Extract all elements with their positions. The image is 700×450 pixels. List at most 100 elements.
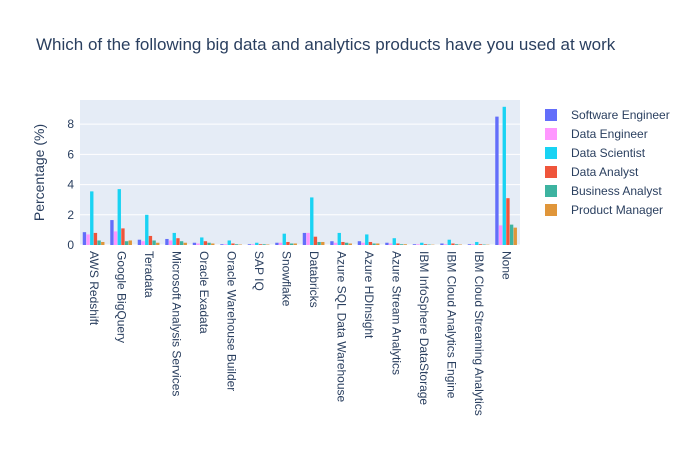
bar [258, 244, 263, 245]
x-tick-label: Teradata [142, 251, 156, 298]
legend-label: Product Manager [571, 203, 663, 217]
bar [502, 106, 506, 245]
bar [282, 233, 286, 245]
bar [365, 234, 369, 245]
x-tick-label: Microsoft Analysis Services [169, 251, 183, 396]
bar [220, 244, 224, 245]
legend-label: Data Scientist [571, 146, 646, 160]
bar [412, 244, 417, 245]
x-tick-label: Databricks [307, 251, 321, 308]
bar [478, 244, 483, 245]
bar [361, 242, 365, 245]
bar [509, 224, 514, 245]
x-tick-label: Snowflake [279, 251, 293, 307]
bar [337, 232, 341, 245]
y-tick-label: 0 [67, 238, 74, 252]
bar [165, 238, 169, 245]
legend-swatch [545, 128, 557, 140]
bar [447, 239, 451, 245]
bar [148, 235, 153, 245]
chart-title: Which of the following big data and anal… [36, 35, 616, 54]
legend-swatch [545, 204, 557, 216]
y-axis-title: Percentage (%) [31, 124, 47, 221]
legend-item[interactable]: Data Analyst [545, 165, 639, 179]
bar [145, 214, 149, 245]
bar [392, 238, 396, 245]
bar [396, 243, 400, 245]
bar [440, 243, 444, 245]
bar [234, 244, 239, 245]
bar [128, 240, 132, 245]
bar [176, 238, 180, 245]
bar [278, 242, 283, 245]
x-tick-label: Google BigQuery [114, 251, 128, 343]
legend-label: Software Engineer [571, 108, 670, 122]
bar [227, 240, 231, 245]
bar [471, 244, 475, 245]
y-tick-label: 4 [67, 178, 74, 192]
bar [498, 225, 503, 245]
bar [289, 243, 294, 245]
x-tick-label: Azure Stream Analytics [389, 251, 403, 375]
bar [251, 244, 255, 245]
bar [152, 240, 156, 245]
x-axis-ticks: AWS Redshift Google BigQuery Teradata Micro… [87, 251, 514, 416]
bar [207, 242, 211, 245]
bar [403, 244, 407, 245]
y-tick-label: 2 [67, 208, 74, 222]
bar [82, 232, 87, 245]
x-tick-label: Azure HDInsight [362, 251, 376, 339]
bar [124, 241, 129, 245]
legend[interactable]: Software Engineer Data Engineer Data Scien… [545, 108, 670, 217]
bar [262, 244, 266, 245]
bar [137, 239, 142, 245]
legend-label: Data Engineer [571, 127, 648, 141]
legend-label: Business Analyst [571, 184, 662, 198]
bar [513, 227, 517, 245]
bar [475, 241, 479, 245]
bar [416, 244, 420, 245]
bar [317, 241, 321, 245]
bar [423, 244, 428, 245]
bar [121, 228, 125, 245]
x-tick-label: IBM Cloud Analytics Engine [444, 251, 458, 399]
bar [183, 242, 187, 245]
bar [179, 241, 184, 245]
bar [451, 243, 455, 245]
legend-swatch [545, 147, 557, 159]
bar [141, 241, 145, 245]
bar [86, 234, 90, 245]
bar [467, 244, 472, 245]
bar [330, 241, 334, 245]
legend-label: Data Analyst [571, 165, 639, 179]
bar [200, 237, 204, 245]
bar [495, 116, 499, 245]
legend-item[interactable]: Product Manager [545, 203, 663, 217]
bar [368, 241, 373, 245]
legend-swatch [545, 185, 557, 197]
legend-item[interactable]: Data Engineer [545, 127, 648, 141]
bar [302, 232, 307, 245]
legend-swatch [545, 166, 557, 178]
bar [293, 243, 297, 245]
legend-item[interactable]: Business Analyst [545, 184, 662, 198]
legend-item[interactable]: Software Engineer [545, 108, 670, 122]
bar [344, 242, 349, 245]
bar [223, 244, 228, 245]
legend-item[interactable]: Data Scientist [545, 146, 646, 160]
bar [399, 244, 404, 245]
bar [443, 244, 448, 245]
bar [203, 241, 208, 245]
bar [385, 242, 389, 245]
x-tick-label: Oracle Warehouse Builder [224, 251, 238, 391]
x-tick-label: None [499, 251, 513, 280]
bar [420, 242, 424, 245]
bar [172, 232, 176, 245]
bar [168, 240, 173, 245]
x-tick-label: Azure SQL Data Warehouse [334, 251, 348, 403]
bar [321, 241, 325, 245]
legend-swatch [545, 109, 557, 121]
bar [196, 243, 200, 245]
bar [506, 198, 510, 245]
